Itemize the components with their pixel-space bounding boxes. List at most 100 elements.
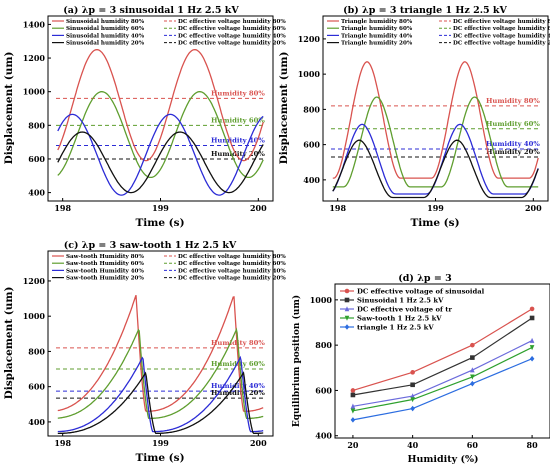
x-axis-label: Humidity (%) (407, 454, 478, 465)
data-point (350, 388, 356, 393)
x-tick-label: 200 (525, 203, 542, 213)
data-point (529, 337, 535, 343)
legend-label: DC effective voltage humidity 20% (178, 41, 286, 47)
legend-label: DC effective voltage humidity 60% (453, 26, 550, 32)
chart-title: (b) λp = 3 triangle 1 Hz 2.5 kV (343, 5, 507, 16)
data-point (470, 342, 475, 348)
x-axis-label: Time (s) (410, 217, 459, 229)
legend-label: Triangle humidity 80% (341, 19, 413, 25)
x-tick-label: 198 (54, 438, 71, 448)
legend-label: DC effective voltage of tr (357, 306, 452, 314)
y-tick-label: 600 (315, 385, 332, 395)
dc-line-label: Humidity 60% (486, 120, 540, 128)
data-point (344, 297, 350, 303)
legend-label: Sinusoidal humidity 80% (66, 19, 145, 25)
x-tick-label: 198 (329, 203, 346, 213)
x-tick-label: 199 (152, 203, 169, 213)
legend-label: DC effective voltage humidity 20% (178, 276, 286, 282)
legend-label: DC effective voltage humidity 80% (178, 254, 286, 260)
y-tick-label: 800 (303, 104, 320, 114)
data-point (344, 306, 350, 312)
legend-label: DC effective voltage of sinusoidal (357, 288, 485, 296)
data-point (410, 370, 415, 375)
legend-label: Sinusoidal humidity 40% (66, 33, 145, 39)
legend-label: Triangle humidity 20% (341, 41, 413, 47)
series-line (57, 355, 264, 433)
dc-line-label: Humidity 60% (211, 116, 265, 124)
chart-panel-b: (b) λp = 3 triangle 1 Hz 2.5 kV Displace… (278, 5, 550, 229)
data-point (344, 324, 350, 330)
series-line (332, 96, 539, 188)
data-point (470, 380, 475, 387)
y-tick-label: 1200 (298, 34, 321, 44)
y-axis-label: Displacement (um) (3, 52, 15, 165)
y-tick-label: 800 (315, 340, 332, 350)
data-point (470, 374, 475, 380)
data-point (410, 397, 415, 403)
series-line (332, 139, 539, 199)
y-tick-label: 1000 (23, 87, 46, 97)
data-point (350, 392, 356, 398)
legend-label: Saw-tooth Humidity 80% (66, 254, 144, 260)
y-axis-label: Equilibrium position (um) (291, 295, 302, 427)
y-tick-label: 400 (315, 431, 332, 441)
chart-title: (a) λp = 3 sinusoidal 1 Hz 2.5 kV (63, 5, 239, 16)
dc-line-label: Humidity 40% (211, 137, 265, 145)
series-line (332, 61, 539, 179)
x-tick-label: 20 (347, 440, 359, 450)
y-tick-label: 1000 (23, 311, 46, 321)
x-axis-label: Time (s) (135, 217, 184, 229)
series-line (352, 308, 533, 391)
legend-label: Triangle humidity 40% (341, 33, 413, 39)
data-point (350, 403, 356, 409)
y-tick-label: 600 (28, 154, 45, 164)
y-tick-label: 1400 (23, 19, 46, 29)
legend-label: triangle 1 Hz 2.5 kV (357, 324, 434, 332)
series-line (57, 91, 264, 179)
legend-label: DC effective voltage humidity 80% (453, 19, 550, 25)
legend-label: DC effective voltage humidity 80% (178, 19, 286, 25)
data-point (470, 367, 475, 373)
x-tick-label: 198 (54, 203, 71, 213)
series-line (57, 48, 264, 162)
data-point (529, 315, 535, 321)
dc-line-label: Humidity 80% (211, 89, 265, 97)
x-tick-label: 200 (250, 438, 267, 448)
series-line (57, 371, 264, 435)
data-point (529, 306, 535, 312)
dc-line-label: Humidity 20% (211, 389, 265, 397)
legend-label: DC effective voltage humidity 40% (178, 33, 286, 39)
series-line (332, 123, 539, 195)
chart-title: (d) λp = 3 (398, 273, 451, 284)
x-tick-label: 199 (152, 438, 169, 448)
series-line (57, 327, 264, 420)
legend-label: DC effective voltage humidity 20% (453, 41, 550, 47)
legend-label: Saw-tooth Humidity 60% (66, 261, 144, 267)
plot-frame (334, 283, 550, 439)
legend-label: DC effective voltage humidity 40% (178, 268, 286, 274)
data-point (350, 408, 356, 414)
data-point (410, 382, 415, 388)
y-axis-label: Displacement (um) (3, 287, 15, 400)
x-axis-label: Time (s) (135, 452, 184, 464)
legend-label: Saw-tooth 1 Hz 2.5 kV (357, 315, 442, 323)
series-line (57, 131, 264, 194)
data-point (529, 345, 535, 351)
series-line (57, 113, 264, 196)
x-tick-label: 40 (407, 440, 419, 450)
x-tick-label: 80 (527, 440, 539, 450)
legend-label: DC effective voltage humidity 60% (178, 261, 286, 267)
data-point (344, 315, 350, 321)
legend-label: Saw-tooth Humidity 40% (66, 268, 144, 274)
y-tick-label: 400 (28, 188, 45, 198)
series-line (352, 340, 533, 407)
data-point (529, 355, 535, 362)
y-tick-label: 600 (303, 140, 320, 150)
y-tick-label: 1000 (310, 295, 333, 305)
y-tick-label: 400 (28, 417, 45, 427)
legend-label: DC effective voltage humidity 60% (178, 26, 286, 32)
y-tick-label: 400 (303, 175, 320, 185)
y-tick-label: 800 (28, 120, 45, 130)
x-tick-label: 200 (250, 203, 267, 213)
legend-label: Sinusoidal humidity 60% (66, 26, 145, 32)
